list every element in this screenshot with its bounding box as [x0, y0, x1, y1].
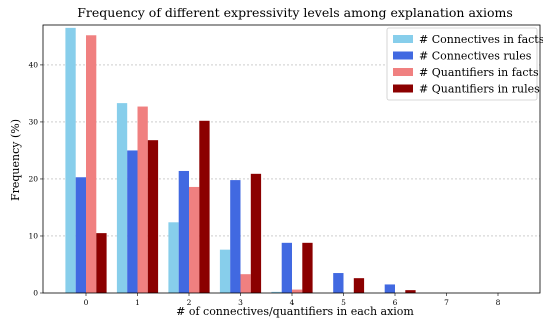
bar: [219, 249, 231, 293]
x-axis-ticks: 0 1 2 3 4 5 6 7 8: [84, 293, 501, 307]
x-tick-label: 1: [135, 298, 140, 307]
y-axis-ticks: 0 10 20 30 40: [28, 60, 43, 298]
legend-label: # Quantifiers in facts: [419, 66, 539, 79]
bar: [147, 140, 159, 293]
bar: [199, 120, 210, 293]
y-tick-label: 20: [28, 174, 38, 183]
legend-swatch: [393, 35, 413, 43]
legend: # Connectives in facts # Connectives rule…: [386, 27, 543, 101]
bar: [86, 35, 97, 294]
bar: [65, 27, 76, 293]
bar: [250, 173, 262, 293]
bars: [65, 27, 416, 294]
bar: [230, 180, 241, 293]
bar: [168, 222, 179, 293]
bar: [137, 106, 148, 293]
legend-box: [386, 27, 538, 101]
x-axis-label: # of connectives/quantifiers in each axi…: [176, 305, 414, 318]
bar: [116, 103, 128, 294]
grid-lines: [43, 64, 540, 237]
bar: [302, 242, 313, 293]
bar: [405, 290, 416, 293]
x-tick-label: 2: [187, 298, 192, 307]
legend-swatch: [393, 68, 413, 76]
bar: [178, 170, 189, 293]
bar: [292, 289, 303, 293]
y-axis-label: Frequency (%): [9, 119, 22, 201]
bar: [96, 233, 107, 293]
x-tick-label: 5: [341, 298, 346, 307]
x-tick-label: 8: [496, 298, 501, 307]
x-tick-label: 0: [84, 298, 89, 307]
bar: [281, 242, 292, 293]
legend-label: # Quantifiers in rules: [419, 83, 540, 96]
legend-label: # Connectives in facts: [419, 33, 543, 46]
bar: [127, 150, 138, 293]
bar: [333, 273, 344, 293]
bar: [75, 177, 86, 293]
bar: [353, 278, 365, 293]
plot-frame: [42, 24, 541, 294]
bar: [384, 284, 395, 293]
y-tick-label: 30: [28, 117, 38, 126]
bar: [240, 274, 251, 293]
x-tick-label: 4: [290, 298, 295, 307]
legend-swatch: [393, 84, 413, 93]
y-tick-label: 0: [33, 289, 38, 298]
x-tick-label: 3: [238, 298, 243, 307]
bar: [271, 291, 282, 293]
y-tick-label: 40: [28, 60, 38, 69]
x-tick-label: 6: [393, 298, 398, 307]
legend-swatch: [393, 51, 413, 60]
chart-title: Frequency of different expressivity leve…: [77, 5, 513, 20]
x-tick-label: 7: [444, 298, 449, 307]
y-tick-label: 10: [28, 231, 38, 240]
bar: [189, 186, 200, 293]
legend-label: # Connectives rules: [419, 50, 532, 63]
